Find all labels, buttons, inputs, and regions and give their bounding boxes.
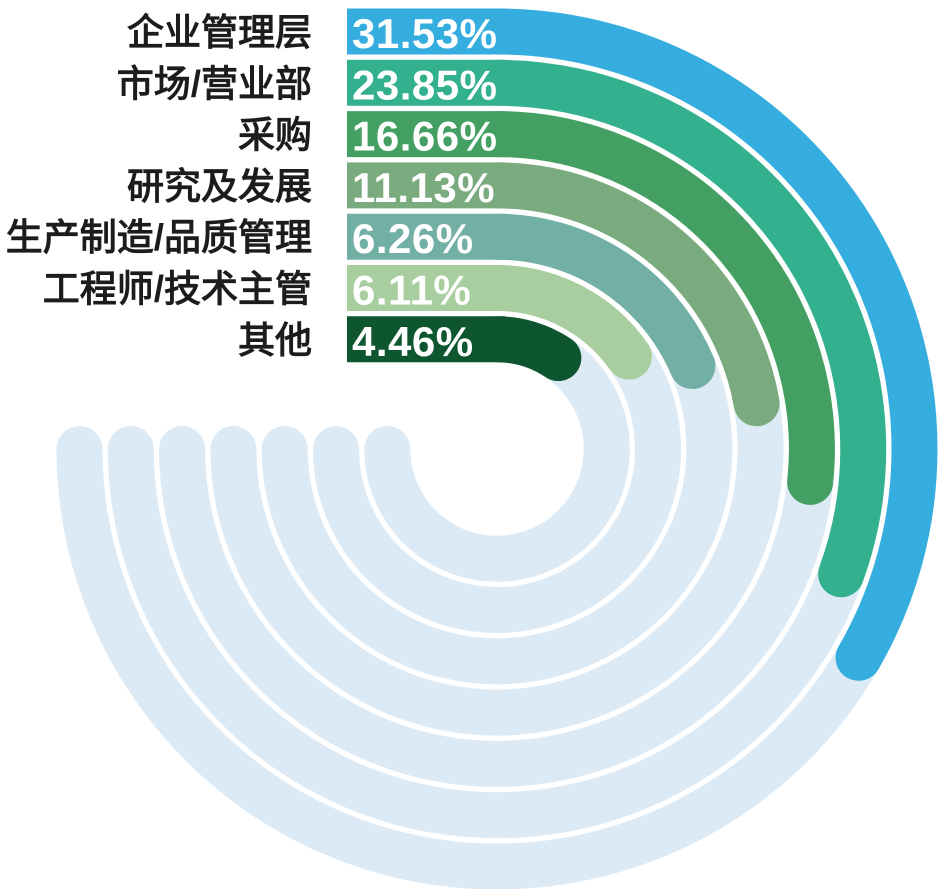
ring-3: 研究及发展 11.13% (127, 162, 784, 736)
value-arc (474, 8, 938, 681)
value-label: 31.53% (352, 10, 497, 57)
track-arc (56, 426, 882, 889)
track-arc (364, 335, 630, 582)
value-label: 6.26% (352, 215, 474, 262)
ring-4: 生产制造/品质管理 6.26% (6, 213, 733, 685)
track-arc (159, 426, 834, 787)
track-arc (210, 380, 784, 736)
value-arc (474, 111, 835, 505)
value-arc (474, 162, 780, 427)
track-arc (107, 426, 865, 839)
category-label: 其他 (238, 320, 312, 361)
value-arc (474, 265, 652, 380)
category-label: 生产制造/品质管理 (6, 217, 312, 258)
track-arc (261, 343, 733, 685)
value-label: 16.66% (352, 113, 497, 160)
track-arc (313, 333, 681, 633)
category-label: 企业管理层 (127, 11, 312, 53)
value-arc (474, 316, 582, 382)
value-arc (474, 213, 716, 390)
category-label: 工程师/技术主管 (43, 269, 312, 310)
value-arc (474, 59, 887, 598)
value-label: 6.11% (352, 267, 471, 314)
ring-5: 工程师/技术主管 6.11% (43, 265, 681, 633)
ring-6: 其他 4.46% (238, 316, 630, 582)
ring-1: 市场/营业部 23.85% (107, 59, 887, 839)
value-label: 4.46% (352, 318, 474, 365)
category-label: 采购 (238, 115, 312, 156)
category-label: 研究及发展 (127, 166, 312, 207)
value-label: 23.85% (352, 61, 497, 108)
category-label: 市场/营业部 (117, 62, 312, 104)
value-label: 11.13% (352, 164, 495, 211)
ring-0: 企业管理层 31.53% (56, 8, 938, 889)
ring-2: 采购 16.66% (159, 111, 835, 787)
